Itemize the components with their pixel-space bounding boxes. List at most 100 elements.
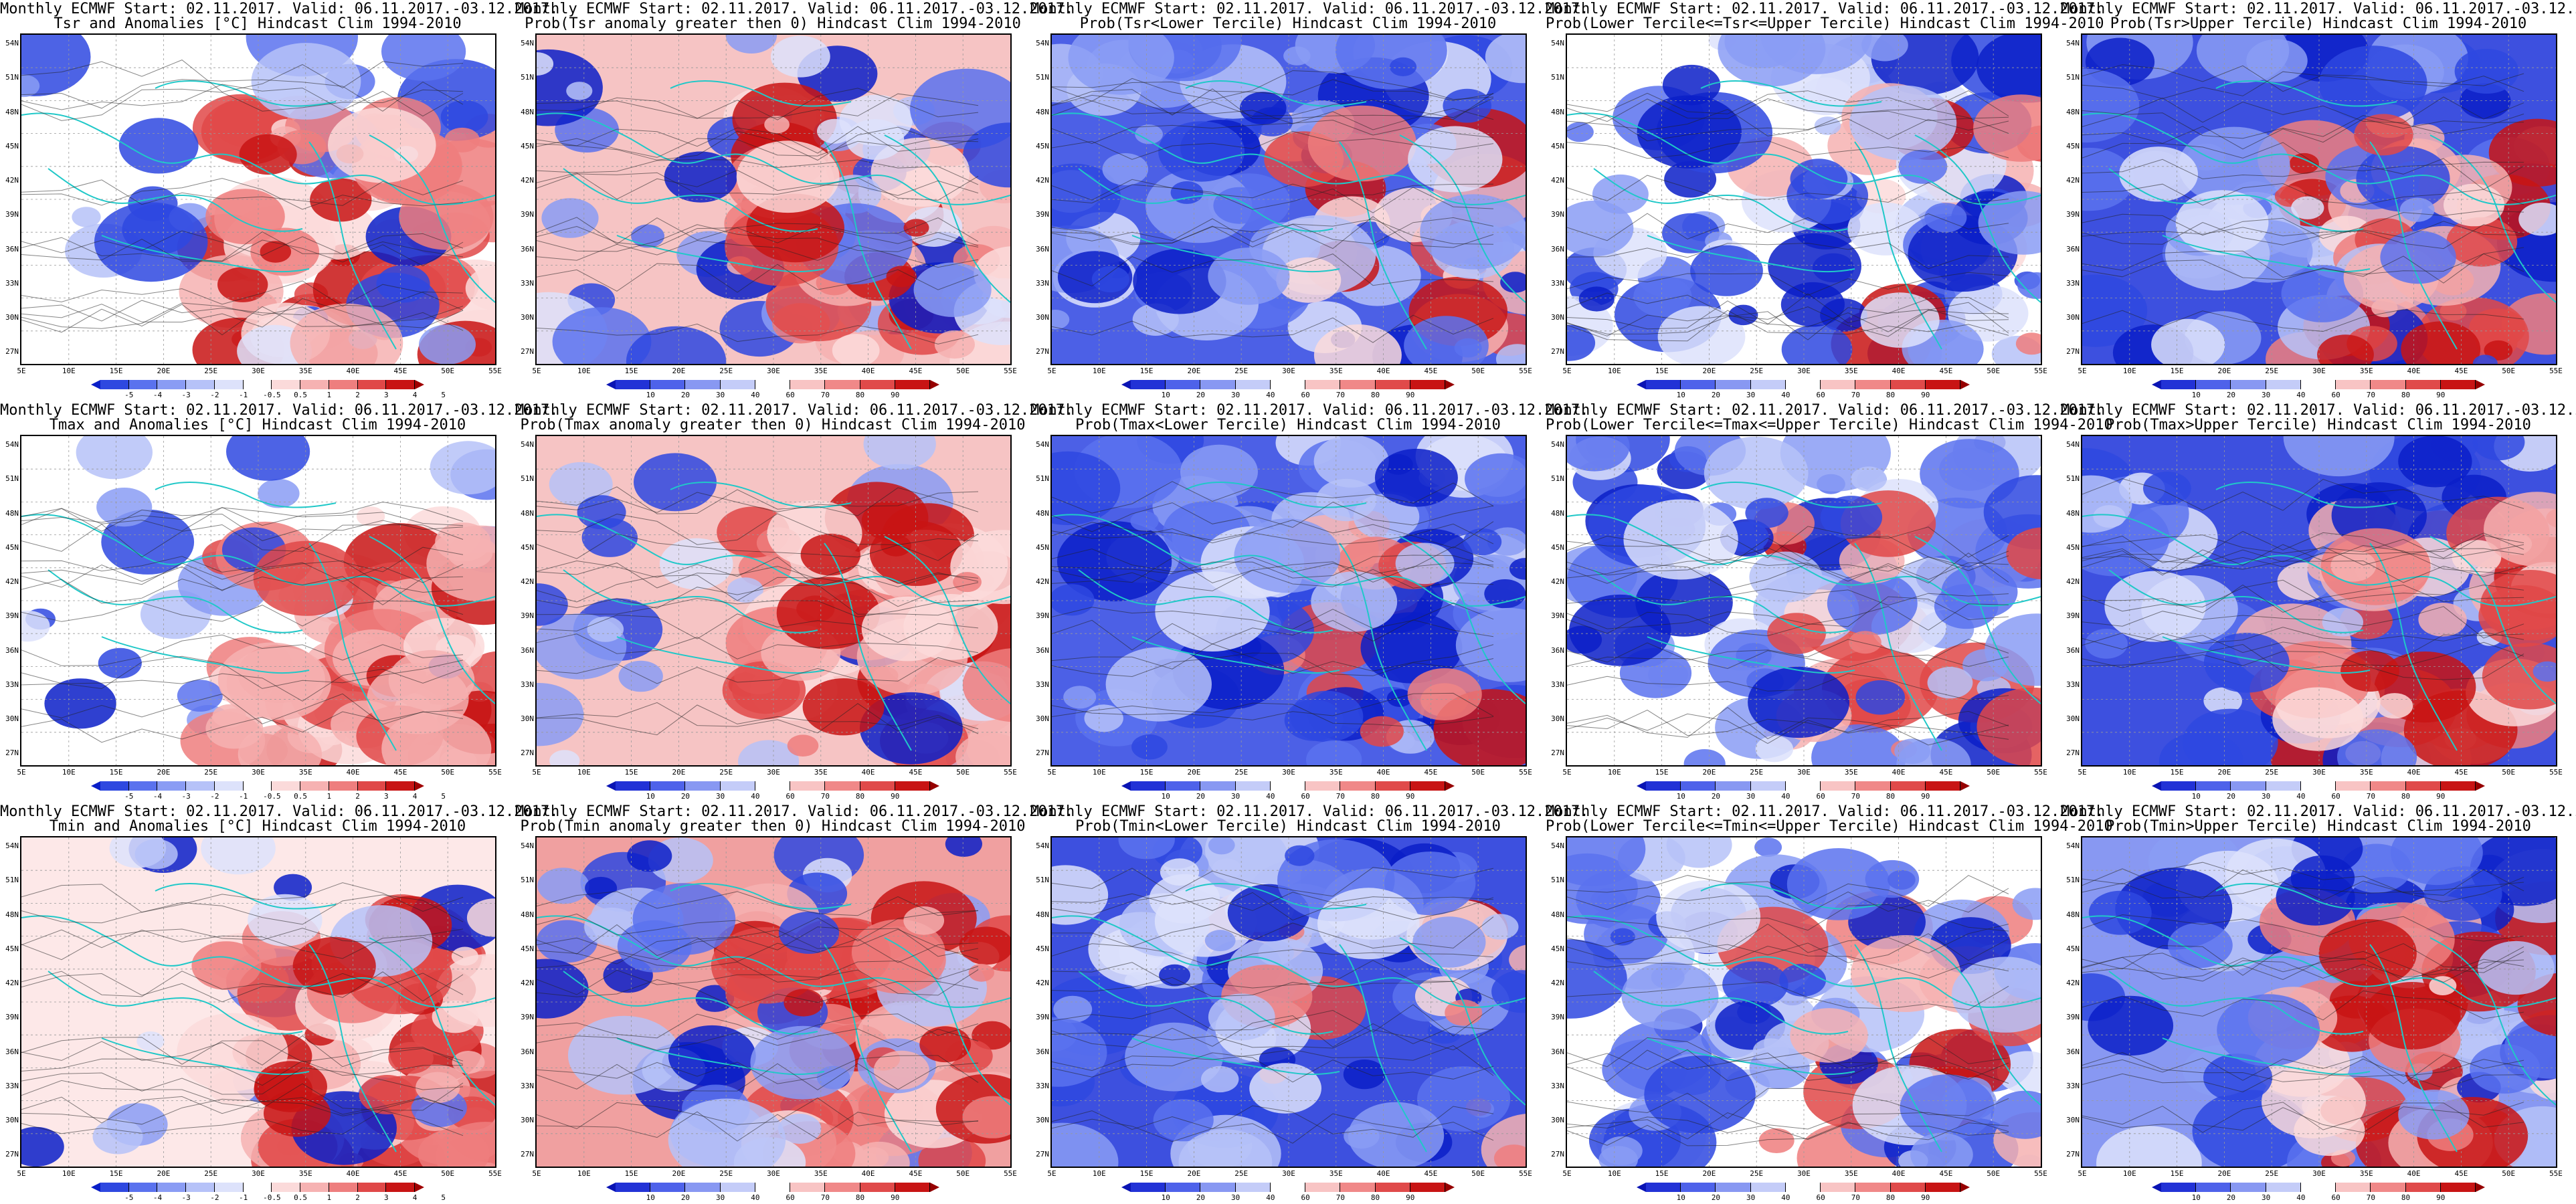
colorbar [2152, 1183, 2485, 1192]
shading-blob [1657, 306, 1746, 364]
shading-blob [1567, 837, 1646, 886]
coastline-path [308, 944, 397, 1152]
colorbar-segment [1925, 781, 1960, 791]
panel-title-variable: Prob(Tmax<Lower Tercile) Hindcast Clim 1… [1075, 417, 1501, 433]
shading-blob [549, 750, 580, 765]
contour-line [1052, 130, 1494, 160]
shading-blob [1855, 680, 1906, 715]
colorbar-segment [1646, 781, 1681, 791]
lat-label: 48N [2066, 508, 2080, 518]
coastline-path [2082, 915, 2556, 1008]
lat-label: 30N [1551, 313, 1564, 322]
shading-blob [832, 334, 880, 364]
colorbar-segment [1890, 1183, 1926, 1192]
shading-blob [1861, 35, 1908, 62]
contour-line [2082, 253, 2524, 284]
panel-title-header: Monthly ECMWF Start: 02.11.2017. Valid: … [2061, 402, 2576, 419]
lat-label: 54N [521, 440, 534, 449]
shading-blob [1493, 1144, 1526, 1167]
colorbar-segment [1855, 380, 1891, 389]
shading-blob [177, 1013, 288, 1092]
shading-blob [1316, 478, 1377, 522]
lon-label: 35E [298, 367, 312, 375]
shading-blob [205, 189, 285, 245]
lon-label: 25E [1750, 367, 1764, 375]
map-area [1566, 33, 2042, 365]
lat-label: 45N [5, 542, 19, 552]
contour-line [537, 598, 979, 617]
contour-line [1567, 923, 2009, 954]
shading-blob [537, 683, 584, 746]
colorbar-tick-label: 30 [716, 391, 725, 399]
lat-label: 33N [5, 278, 19, 288]
lat-label: 30N [5, 1116, 19, 1124]
contour-line [21, 971, 464, 1003]
colorbar-arrow-left [1637, 781, 1646, 791]
colorbar-tick-label: 5 [441, 1193, 446, 1202]
colorbar-segment [2371, 380, 2406, 389]
contour-line [1567, 904, 2009, 932]
colorbar-tick-label: 4 [412, 792, 418, 801]
colorbar-tick-label: 80 [2401, 1193, 2411, 1202]
colorbar-segment [1855, 781, 1891, 791]
lat-label: 45N [1551, 542, 1564, 552]
colorbar-ticks: 10 20 30 40 60 70 80 90 [616, 1193, 930, 1203]
lon-label: 35E [1329, 1169, 1343, 1178]
contour-line [1567, 706, 2009, 740]
colorbar-segment [300, 380, 329, 389]
lon-label: 40E [861, 1169, 875, 1178]
shading-blob [2291, 196, 2324, 219]
shading-blob [1052, 584, 1095, 616]
lat-label: 33N [1036, 278, 1049, 288]
coastline-path [21, 514, 495, 607]
shading-blob [2246, 39, 2308, 82]
shading-blob [1091, 266, 1129, 293]
shading-blob [118, 118, 199, 174]
contour-line [21, 230, 464, 258]
colorbar-tick-label: -5 [124, 391, 134, 399]
lon-label: 50E [956, 367, 970, 375]
lon-label: 5E [532, 1169, 541, 1178]
contour-line [21, 546, 464, 573]
contour-line [1567, 603, 2009, 637]
lat-label: 39N [521, 210, 534, 219]
colorbar-tick-label: -3 [181, 1193, 191, 1202]
shading-blob [2404, 124, 2445, 153]
shading-blob [381, 710, 492, 765]
map-area [535, 435, 1012, 767]
shading-blob [191, 941, 262, 990]
contour-line [1567, 1049, 2009, 1084]
contour-line [537, 952, 979, 983]
shading-blob [1567, 122, 1594, 142]
coastline-path [2108, 569, 2364, 633]
shading-blob [1208, 247, 1290, 305]
contour-line [2082, 1102, 2524, 1133]
colorbar-tick-label: -2 [210, 391, 219, 399]
lon-label: 55E [2549, 367, 2563, 375]
coastline-path [155, 482, 337, 508]
lon-label: 5E [1047, 768, 1056, 777]
lat-label: 45N [521, 944, 534, 953]
colorbar-segment [895, 1183, 930, 1192]
contour-line [537, 323, 979, 344]
shading-blob [1395, 542, 1455, 585]
contour-line [21, 1097, 464, 1125]
contour-line [537, 633, 979, 660]
lat-label: 39N [1551, 1013, 1564, 1022]
contour-line [1052, 557, 1494, 584]
colorbar-tick-label: 30 [2262, 391, 2271, 399]
lat-label: 30N [1551, 1116, 1564, 1124]
coastline-path [48, 971, 303, 1035]
shading-blob [1567, 324, 1596, 361]
shading-blob [96, 488, 153, 527]
colorbar-arrow-left [606, 380, 616, 389]
contour-line [1052, 502, 1494, 532]
coastline-path [1185, 482, 1367, 508]
coastline-path [1399, 937, 1526, 1106]
contour-line [2082, 627, 2524, 650]
coastline-path [1185, 80, 1367, 107]
colorbar-segment [860, 1183, 895, 1192]
contour-line [21, 928, 464, 961]
colorbar-tick-label: -2 [210, 792, 219, 801]
colorbar-tick-label: 1 [327, 1193, 332, 1202]
